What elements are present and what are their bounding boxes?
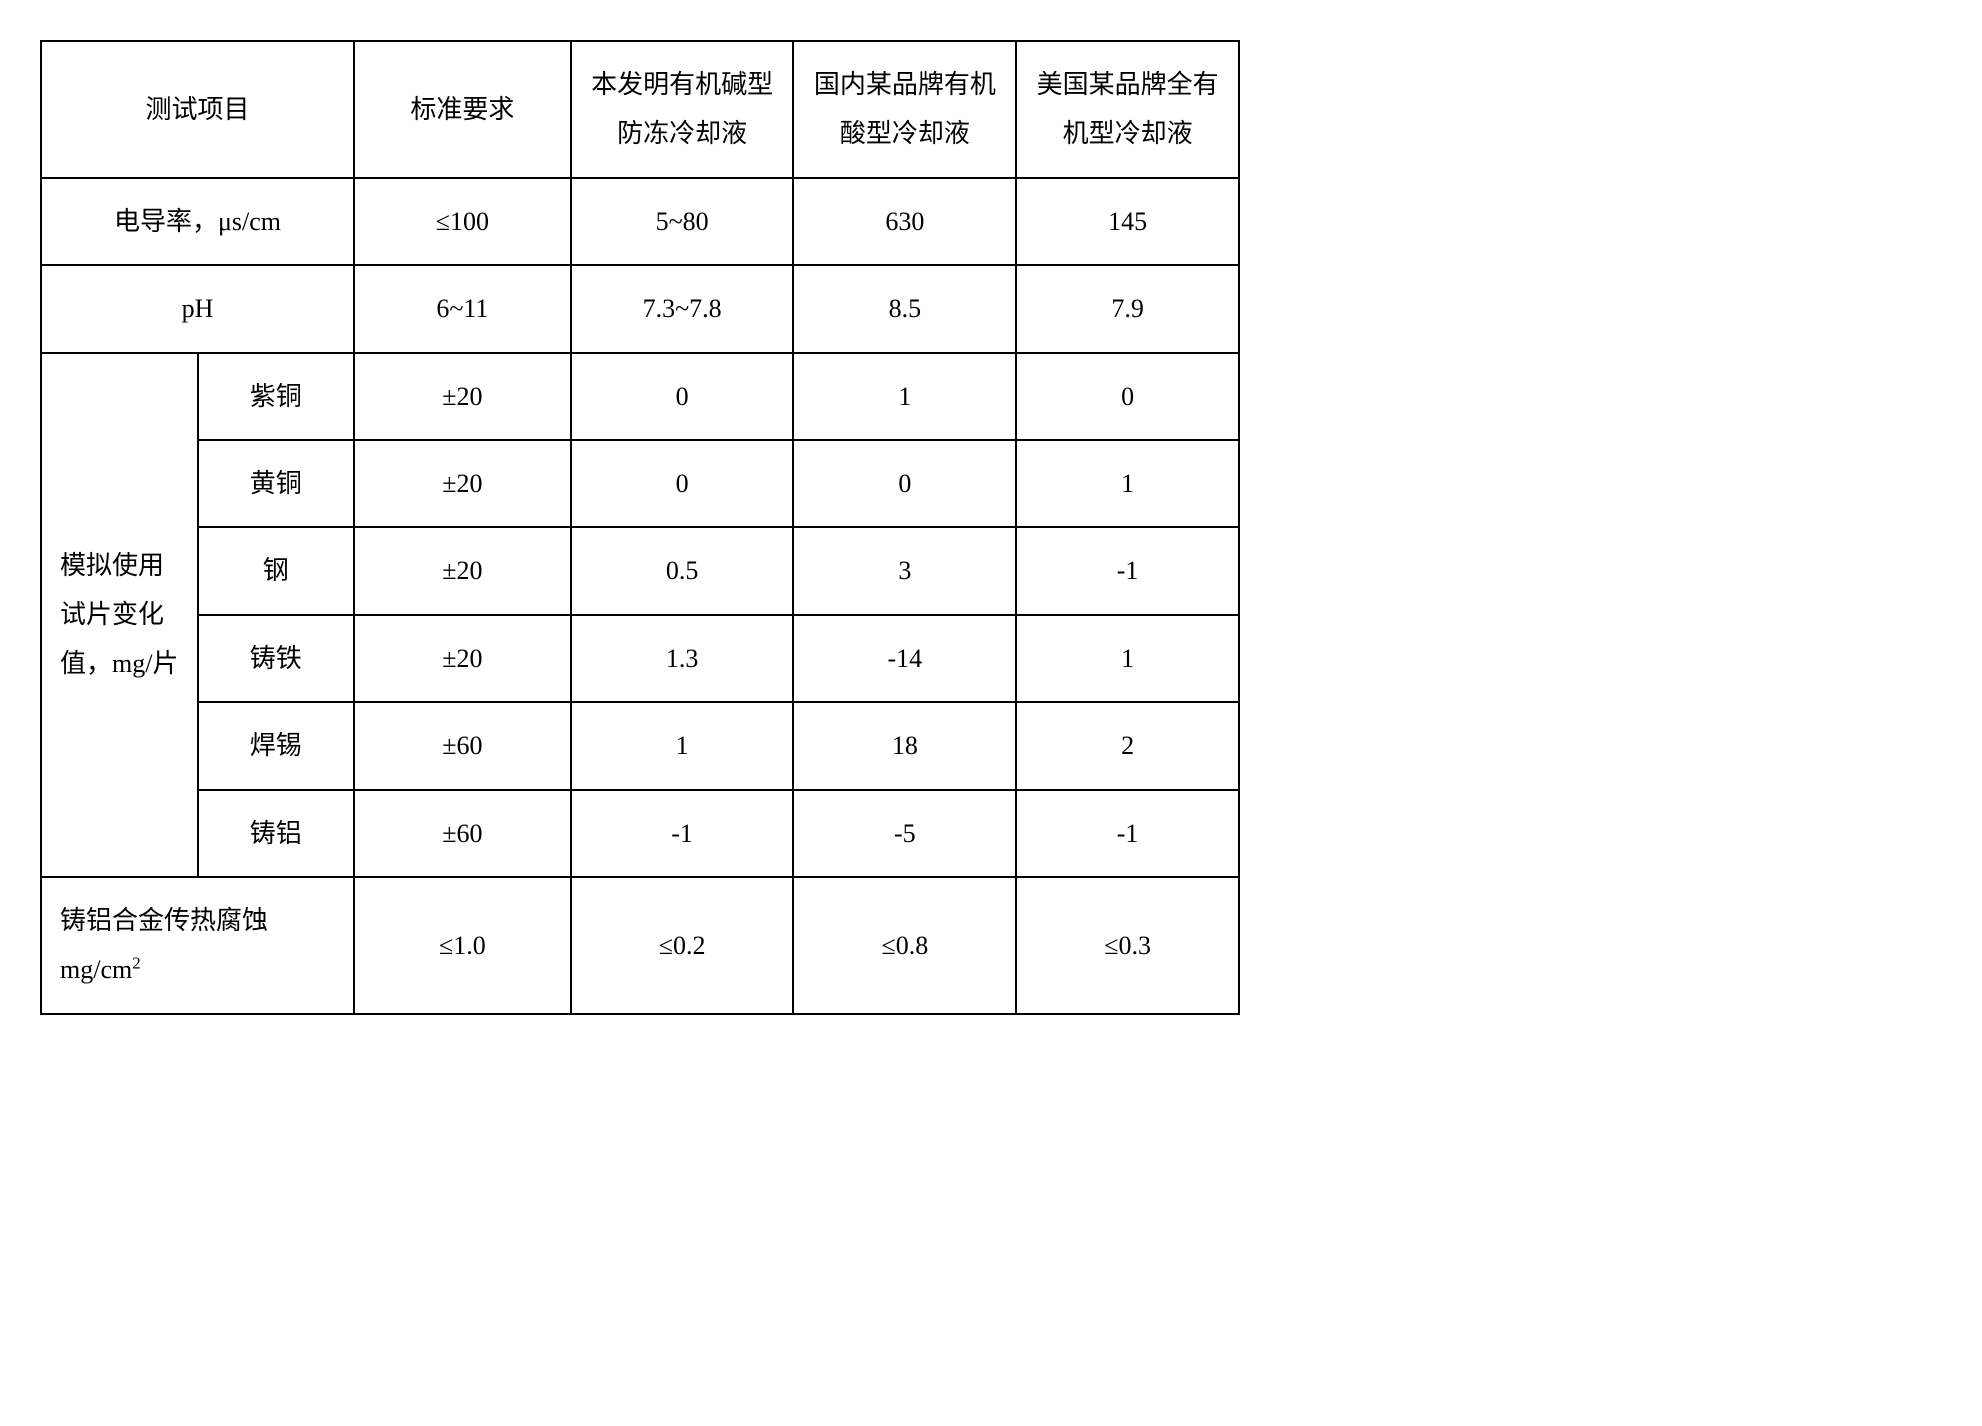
al-corrosion-label-sup: 2	[132, 954, 140, 973]
table-header-row: 测试项目 标准要求 本发明有机碱型防冻冷却液 国内某品牌有机酸型冷却液 美国某品…	[41, 41, 1239, 178]
cell-value: 5~80	[571, 178, 794, 265]
cell-value: 8.5	[793, 265, 1016, 352]
table-row: 模拟使用试片变化值，mg/片 紫铜 ±20 0 1 0	[41, 353, 1239, 440]
row-sublabel-solder: 焊锡	[198, 702, 355, 789]
cell-value: 0.5	[571, 527, 794, 614]
cell-value: 1	[571, 702, 794, 789]
cell-value: ≤0.3	[1016, 877, 1239, 1014]
cell-value: ≤1.0	[354, 877, 571, 1014]
cell-value: ±60	[354, 790, 571, 877]
cell-value: ±20	[354, 353, 571, 440]
cell-value: ≤0.2	[571, 877, 794, 1014]
table-row: pH 6~11 7.3~7.8 8.5 7.9	[41, 265, 1239, 352]
cell-value: 7.9	[1016, 265, 1239, 352]
col-header-standard: 标准要求	[354, 41, 571, 178]
row-label-al-corrosion: 铸铝合金传热腐蚀mg/cm2	[41, 877, 354, 1014]
cell-value: 3	[793, 527, 1016, 614]
row-label-ph: pH	[41, 265, 354, 352]
cell-value: 6~11	[354, 265, 571, 352]
cell-value: 0	[571, 353, 794, 440]
cell-value: -1	[1016, 790, 1239, 877]
cell-value: ±20	[354, 615, 571, 702]
table-row: 电导率，μs/cm ≤100 5~80 630 145	[41, 178, 1239, 265]
cell-value: 1	[1016, 615, 1239, 702]
cell-value: 1	[1016, 440, 1239, 527]
row-sublabel-steel: 钢	[198, 527, 355, 614]
cell-value: 0	[571, 440, 794, 527]
al-corrosion-label-text: 铸铝合金传热腐蚀mg/cm	[60, 906, 268, 984]
row-sublabel-brass: 黄铜	[198, 440, 355, 527]
cell-value: 145	[1016, 178, 1239, 265]
row-group-label-simulation: 模拟使用试片变化值，mg/片	[41, 353, 198, 877]
table-row: 铸铁 ±20 1.3 -14 1	[41, 615, 1239, 702]
cell-value: 1.3	[571, 615, 794, 702]
table-row: 铸铝 ±60 -1 -5 -1	[41, 790, 1239, 877]
cell-value: 630	[793, 178, 1016, 265]
col-header-test-item: 测试项目	[41, 41, 354, 178]
cell-value: -14	[793, 615, 1016, 702]
col-header-product-b: 国内某品牌有机酸型冷却液	[793, 41, 1016, 178]
cell-value: -1	[571, 790, 794, 877]
cell-value: ±20	[354, 527, 571, 614]
table-row: 焊锡 ±60 1 18 2	[41, 702, 1239, 789]
row-sublabel-castal: 铸铝	[198, 790, 355, 877]
cell-value: -1	[1016, 527, 1239, 614]
table-row: 钢 ±20 0.5 3 -1	[41, 527, 1239, 614]
cell-value: 0	[793, 440, 1016, 527]
cell-value: 1	[793, 353, 1016, 440]
table-row: 铸铝合金传热腐蚀mg/cm2 ≤1.0 ≤0.2 ≤0.8 ≤0.3	[41, 877, 1239, 1014]
cell-value: ≤0.8	[793, 877, 1016, 1014]
cell-value: ±60	[354, 702, 571, 789]
cell-value: 7.3~7.8	[571, 265, 794, 352]
cell-value: ≤100	[354, 178, 571, 265]
cell-value: -5	[793, 790, 1016, 877]
col-header-product-a: 本发明有机碱型防冻冷却液	[571, 41, 794, 178]
table-row: 黄铜 ±20 0 0 1	[41, 440, 1239, 527]
cell-value: 2	[1016, 702, 1239, 789]
comparison-table: 测试项目 标准要求 本发明有机碱型防冻冷却液 国内某品牌有机酸型冷却液 美国某品…	[40, 40, 1240, 1015]
cell-value: ±20	[354, 440, 571, 527]
row-sublabel-castiron: 铸铁	[198, 615, 355, 702]
cell-value: 18	[793, 702, 1016, 789]
row-label-conductivity: 电导率，μs/cm	[41, 178, 354, 265]
col-header-product-c: 美国某品牌全有机型冷却液	[1016, 41, 1239, 178]
row-sublabel-copper: 紫铜	[198, 353, 355, 440]
cell-value: 0	[1016, 353, 1239, 440]
